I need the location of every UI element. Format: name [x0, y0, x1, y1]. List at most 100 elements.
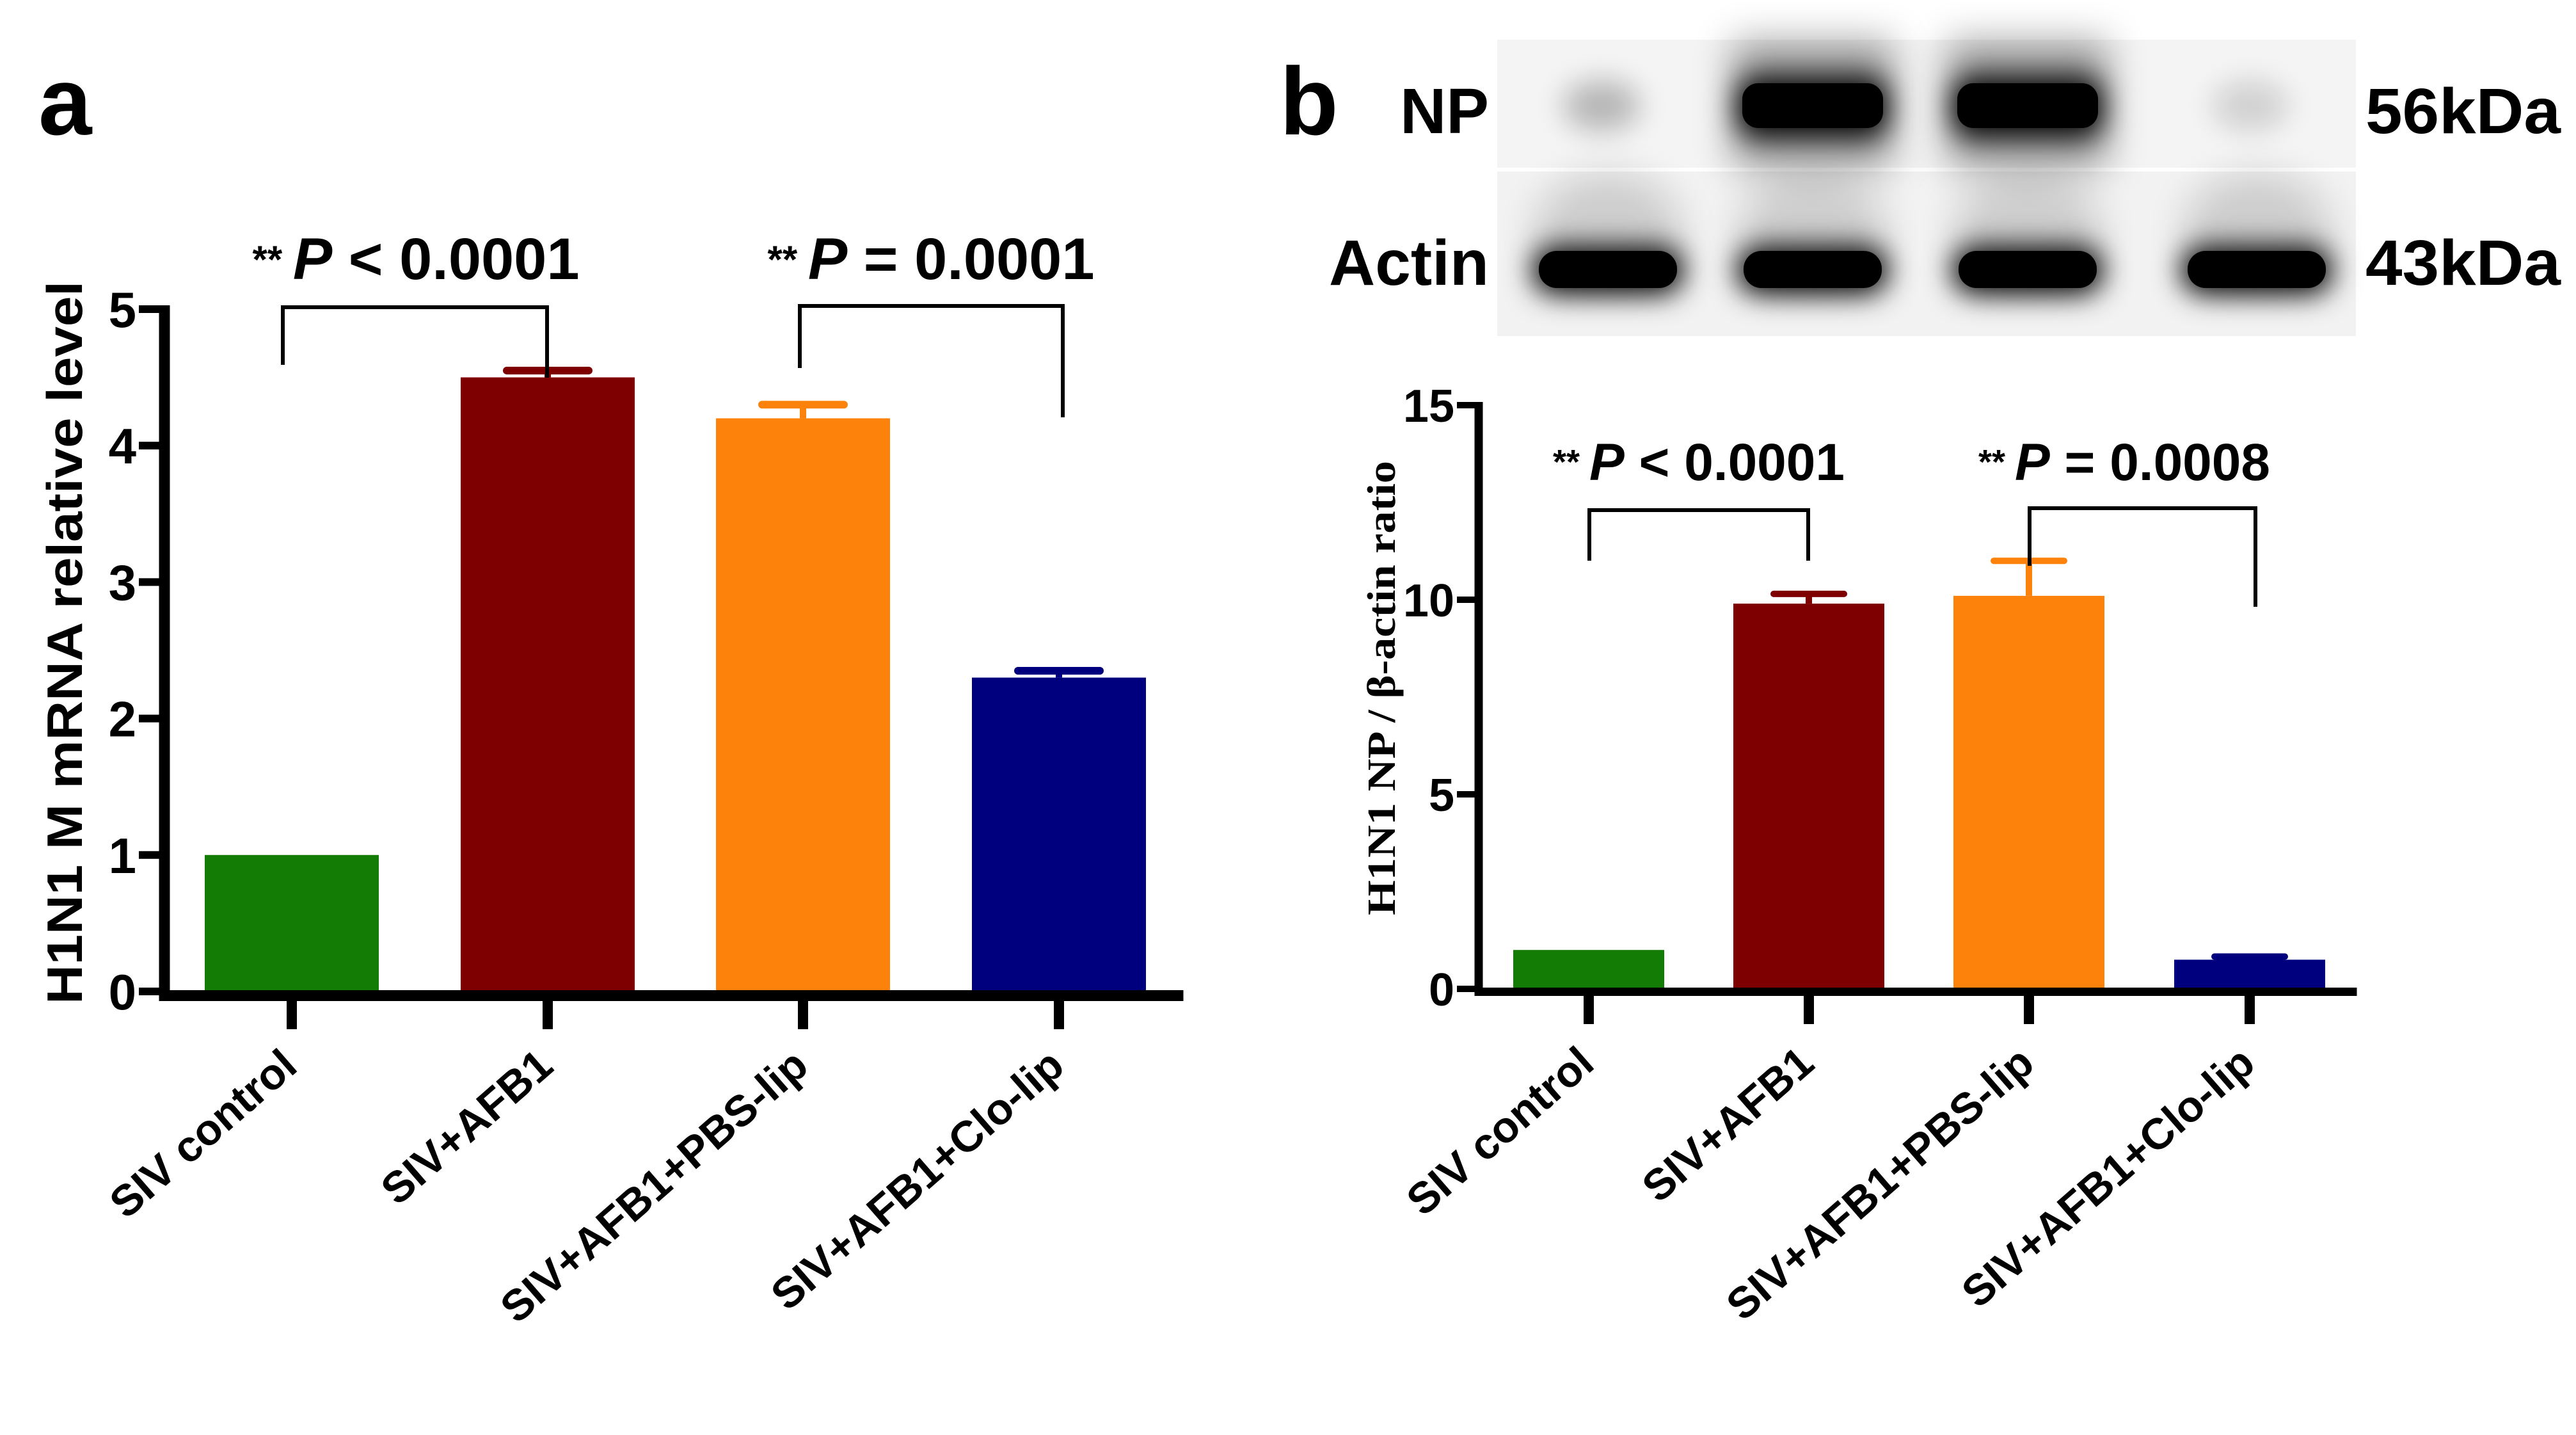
y-tick-label: 4	[109, 418, 136, 474]
western-blot: NP Actin 56kDa 43kDa	[1329, 40, 2561, 336]
x-tick-mark	[1804, 989, 1814, 1024]
y-tick-label: 0	[1429, 965, 1454, 1016]
p-symbol: P	[293, 227, 333, 292]
bar-siv-afb1	[1733, 604, 1884, 989]
panel-b-y-ticks: 0 5 10 15	[1403, 381, 1479, 1016]
y-tick-mark	[139, 714, 164, 723]
blot-actin-band-core	[2188, 251, 2326, 288]
blot-np-mw-label: 56kDa	[2365, 76, 2561, 147]
bar-siv-afb1	[461, 377, 635, 991]
panel-b: b NP Actin 56kDa 43kDa H1N1 NP / β-actin…	[1280, 40, 2561, 1329]
blot-actin-mw-label: 43kDa	[2365, 227, 2561, 299]
blot-np-band-core	[1957, 83, 2098, 128]
panel-a-letter: a	[38, 47, 93, 155]
y-tick-label: 2	[109, 691, 136, 748]
panel-a-y-ticks: 0 1 2 3 4 5	[109, 282, 164, 1020]
significance-bracket	[281, 305, 549, 378]
p-symbol: P	[1589, 433, 1625, 492]
panel-a: a H1N1 M mRNA relative level 0 1 2 3 4 5 SIV …	[36, 47, 1184, 1332]
x-tick-mark	[287, 991, 297, 1029]
x-tick-label: SIV control	[100, 1040, 306, 1228]
p-operator: <	[1625, 433, 1684, 492]
blot-actin-band-core	[1539, 251, 1677, 288]
panel-a-y-axis-title: H1N1 M mRNA relative level	[36, 281, 93, 1004]
panel-b-letter: b	[1280, 47, 1339, 155]
blot-np-bands	[1563, 40, 2289, 168]
x-tick-label: SIV+AFB1	[372, 1040, 562, 1214]
p-value: 0.0008	[2110, 433, 2270, 492]
y-tick-mark	[139, 442, 164, 450]
y-axis-line	[1474, 402, 1483, 994]
p-operator: =	[2050, 433, 2110, 492]
bar-siv-afb1-pbs-lip	[716, 418, 890, 991]
bar-siv-control	[1513, 950, 1664, 989]
p-value: 0.0001	[399, 227, 579, 292]
y-tick-mark	[1457, 402, 1479, 408]
y-tick-label: 5	[109, 282, 136, 338]
error-bar-stem	[2026, 561, 2032, 596]
blot-actin-label: Actin	[1329, 227, 1489, 299]
x-tick-mark	[1584, 989, 1594, 1024]
x-tick-mark	[543, 991, 553, 1029]
y-tick-label: 0	[109, 964, 136, 1020]
p-operator: <	[332, 227, 399, 292]
panel-b-y-axis-title: H1N1 NP / β-actin ratio	[1360, 461, 1404, 915]
x-tick-mark	[1054, 991, 1064, 1029]
panel-b-bars	[1513, 557, 2325, 989]
x-tick-mark	[2245, 989, 2255, 1024]
error-bar-stem	[1806, 593, 1812, 604]
significance-bracket	[2028, 506, 2257, 607]
y-tick-mark	[139, 988, 164, 995]
panel-a-significance: ** P < 0.0001 ** P = 0.0001	[253, 227, 1095, 417]
panel-a-bars	[205, 366, 1146, 991]
y-tick-mark	[1457, 597, 1479, 603]
blot-actin-band-core	[1959, 251, 2097, 288]
x-tick-mark	[2024, 989, 2034, 1024]
y-tick-label: 5	[1429, 770, 1454, 821]
x-tick-mark	[798, 991, 808, 1029]
y-tick-mark	[139, 578, 164, 586]
x-axis-line	[1474, 988, 2357, 996]
bar-siv-afb1-clo-lip	[972, 677, 1146, 991]
panel-a-x-tick-labels: SIV control SIV+AFB1SIV+AFB1+PBS-lipSIV+A…	[100, 1040, 1073, 1332]
y-tick-label: 3	[109, 554, 136, 611]
y-axis-line	[159, 305, 170, 998]
panel-b-axes	[1474, 402, 2357, 1024]
panel-b-x-tick-labels: SIV control SIV+AFB1SIV+AFB1+PBS-lipSIV+A…	[1397, 1038, 2264, 1329]
y-tick-label: 1	[109, 828, 136, 884]
y-tick-mark	[1457, 986, 1479, 992]
x-tick-label: SIV+AFB1	[1633, 1038, 1823, 1212]
x-axis-line	[159, 990, 1184, 1001]
p-symbol: P	[2015, 433, 2050, 492]
blot-np-band-faint	[2212, 80, 2289, 131]
p-symbol: P	[808, 227, 848, 292]
significance-label: ** P < 0.0001	[1553, 433, 1845, 492]
error-bar-cap	[1770, 590, 1847, 597]
error-bar-cap	[758, 401, 848, 409]
y-tick-mark	[1457, 791, 1479, 798]
x-tick-label: SIV control	[1397, 1038, 1603, 1225]
p-operator: =	[847, 227, 914, 292]
y-tick-mark	[139, 305, 164, 313]
bar-siv-control	[205, 854, 379, 991]
error-bar-cap	[1014, 666, 1104, 675]
y-tick-mark	[139, 851, 164, 859]
bar-siv-afb1-pbs-lip	[1953, 595, 2104, 989]
p-value: 0.0001	[1684, 433, 1845, 492]
significance-stars: **	[253, 238, 293, 281]
panel-a-axes	[159, 305, 1184, 1029]
significance-bracket	[798, 304, 1065, 417]
significance-label: ** P = 0.0001	[768, 227, 1095, 292]
significance-label: ** P < 0.0001	[253, 227, 580, 292]
blot-actin-bands	[1532, 173, 2332, 294]
significance-bracket	[1587, 508, 1810, 561]
blot-np-label: NP	[1400, 76, 1489, 147]
significance-stars: **	[1553, 443, 1589, 481]
blot-actin-band-core	[1744, 251, 1882, 288]
error-bar-stem	[800, 405, 806, 419]
blot-np-band-faint	[1563, 80, 1640, 131]
p-value: 0.0001	[914, 227, 1094, 292]
panel-b-significance: ** P < 0.0001 ** P = 0.0008	[1553, 433, 2270, 607]
significance-stars: **	[1978, 443, 2015, 481]
